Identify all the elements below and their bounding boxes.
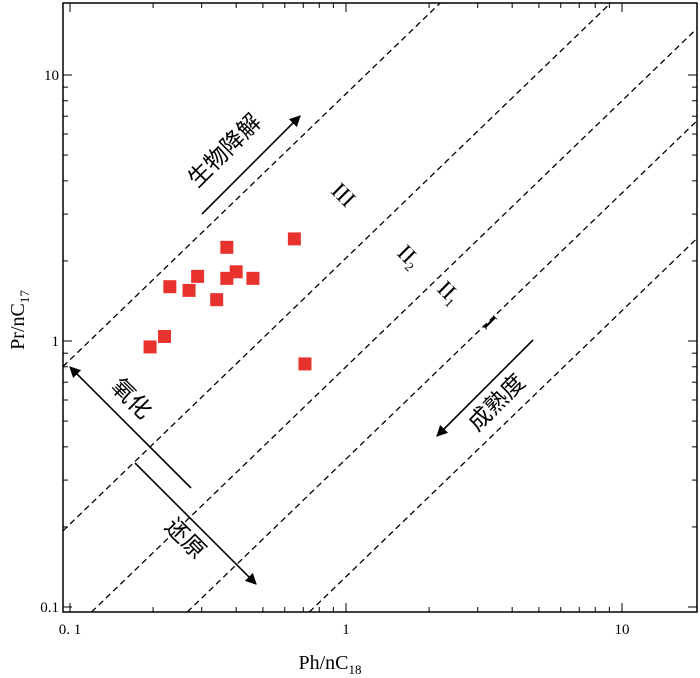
boundary-line-4 — [186, 120, 698, 613]
data-point-4 — [182, 283, 196, 297]
zone-label-I: I — [478, 311, 501, 334]
biodegradation-label: 生物降解 — [183, 109, 266, 192]
data-point-6 — [210, 293, 224, 307]
boundary-lines — [62, 2, 698, 613]
reduction-label: 还原 — [159, 514, 210, 565]
y-axis-title: Pr/nC17 — [7, 290, 32, 350]
data-point-10 — [246, 271, 260, 285]
y-tick-label-1: 1 — [52, 334, 60, 350]
x-tick-label-0.1: 0. 1 — [59, 622, 82, 638]
boundary-line-3 — [91, 28, 698, 613]
data-point-2 — [158, 329, 172, 343]
zone-label-III: III — [326, 178, 360, 212]
x-axis-title: Ph/nC18 — [298, 652, 361, 677]
plot-frame — [62, 2, 698, 613]
maturity-arrow — [436, 339, 534, 437]
data-point-5 — [191, 269, 205, 283]
zone-label-II1: II1 — [431, 276, 466, 311]
axis-ticks — [63, 3, 697, 612]
oxidation-label: 氧化 — [105, 374, 156, 425]
reduction-arrow — [134, 462, 257, 585]
zone-label-II2: II2 — [391, 240, 426, 275]
y-tick-label-0.1: 0.1 — [40, 600, 59, 616]
boundary-line-1 — [62, 2, 441, 367]
data-point-9 — [229, 265, 243, 279]
boundary-line-5 — [308, 237, 698, 613]
biodegradation-arrow — [201, 115, 301, 215]
x-tick-label-1: 1 — [342, 622, 350, 638]
y-tick-label-10: 10 — [44, 68, 59, 84]
maturity-label: 成熟度 — [463, 369, 530, 436]
data-point-11 — [287, 232, 301, 246]
oxidation-arrow — [69, 366, 192, 489]
data-point-7 — [220, 240, 234, 254]
boundary-line-2 — [62, 2, 612, 532]
x-tick-label-10: 10 — [615, 622, 630, 638]
data-point-1 — [143, 340, 157, 354]
data-points — [143, 232, 312, 371]
data-point-12 — [298, 357, 312, 371]
data-point-3 — [163, 280, 177, 294]
